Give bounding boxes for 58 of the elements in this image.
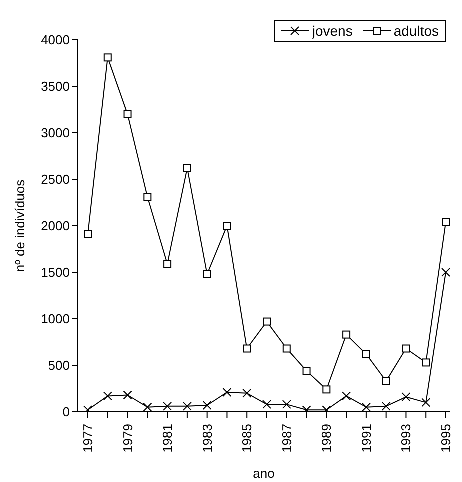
point (84, 230, 92, 238)
point (362, 402, 371, 412)
point (282, 344, 291, 353)
point (262, 400, 272, 410)
x-tick-label: 1977 (80, 424, 96, 453)
point (302, 367, 311, 376)
point (104, 54, 112, 62)
y-tick-label: 1500 (41, 265, 70, 280)
legend-label: jovens (312, 23, 353, 39)
x-tick-label: 1987 (279, 424, 294, 453)
point (144, 193, 152, 202)
point (342, 392, 352, 401)
y-tick-label: 1000 (41, 312, 70, 327)
point (382, 402, 391, 411)
x-tick-label: 1995 (438, 424, 454, 453)
x-tick-label: 1991 (358, 424, 374, 453)
y-tick-label: 4000 (41, 32, 70, 48)
point (223, 222, 232, 230)
legend-label: adultos (394, 23, 439, 39)
point (402, 344, 410, 353)
point (123, 390, 132, 400)
y-tick-label: 0 (62, 404, 70, 420)
point (243, 344, 252, 353)
y-tick-label: 3000 (41, 126, 70, 141)
point (402, 392, 411, 402)
point (103, 392, 112, 401)
point (282, 400, 292, 410)
x-tick-label: 1979 (120, 424, 136, 453)
point (124, 110, 132, 118)
point (322, 386, 331, 394)
x-tick-label: 1993 (398, 424, 414, 453)
point (143, 402, 152, 412)
point (362, 350, 370, 358)
point (182, 402, 192, 411)
point (382, 377, 390, 386)
point (422, 358, 430, 367)
point (442, 268, 450, 277)
point (222, 388, 232, 397)
point (202, 400, 212, 410)
x-tick-label: 1985 (240, 424, 255, 453)
y-tick-label: 2000 (41, 218, 70, 234)
x-tick-label: 1989 (319, 424, 334, 453)
y-axis-title: nº de indivíduos (12, 179, 28, 272)
point (242, 388, 252, 398)
point (164, 260, 172, 268)
point (163, 402, 172, 411)
point (263, 318, 271, 326)
y-tick-label: 2500 (41, 172, 70, 188)
point (203, 270, 212, 278)
x-tick-label: 1983 (200, 424, 215, 453)
point (442, 218, 450, 226)
point (422, 398, 431, 408)
point (342, 330, 351, 339)
point (183, 164, 192, 172)
x-axis-title: ano (253, 466, 275, 481)
y-tick-label: 3500 (41, 79, 70, 94)
y-tick-label: 500 (48, 358, 70, 374)
x-tick-label: 1981 (160, 424, 176, 453)
